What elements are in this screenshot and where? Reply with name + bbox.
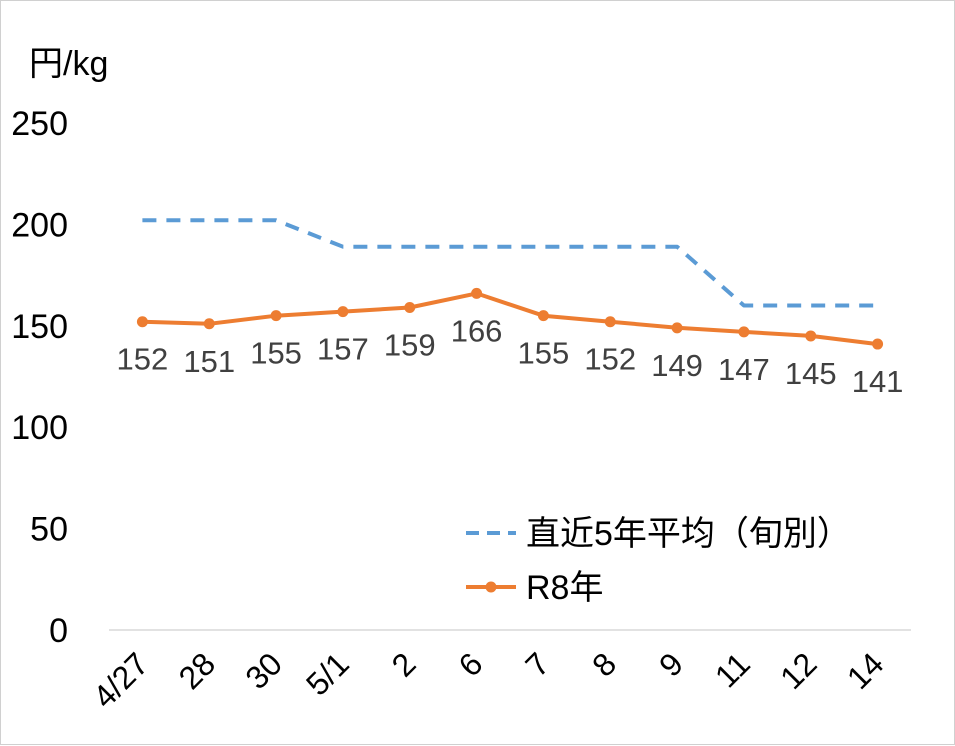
y-tick-label: 0 bbox=[49, 612, 68, 650]
legend: 直近5年平均（旬別） R8年 bbox=[466, 515, 851, 607]
data-label-r8: 159 bbox=[384, 328, 436, 363]
data-point-r8 bbox=[671, 322, 683, 334]
x-tick-label: 6 bbox=[451, 645, 489, 683]
y-tick-label: 50 bbox=[30, 511, 68, 549]
data-label-r8: 157 bbox=[317, 332, 369, 367]
x-tick-label: 30 bbox=[238, 645, 289, 696]
data-point-r8 bbox=[604, 316, 616, 328]
data-point-r8 bbox=[404, 302, 416, 314]
x-tick-label: 2 bbox=[385, 645, 423, 683]
x-axis-ticks: 4/27 28 30 5/1 2 6 7 8 9 11 12 14 bbox=[86, 645, 891, 714]
data-label-r8: 152 bbox=[584, 342, 636, 377]
data-label-r8: 141 bbox=[852, 364, 904, 399]
x-tick-label: 7 bbox=[518, 645, 556, 683]
x-tick-label: 8 bbox=[585, 645, 623, 683]
data-label-r8: 155 bbox=[518, 336, 570, 371]
data-point-r8 bbox=[738, 326, 750, 338]
x-tick-label: 12 bbox=[773, 645, 824, 696]
data-point-r8 bbox=[471, 287, 483, 299]
data-point-r8 bbox=[136, 316, 148, 328]
data-point-r8 bbox=[872, 338, 884, 350]
data-point-r8 bbox=[805, 330, 817, 342]
series-line-r8 bbox=[142, 291, 878, 347]
x-tick-label: 28 bbox=[172, 645, 223, 696]
y-tick-label: 250 bbox=[11, 105, 68, 143]
legend-label-r8: R8年 bbox=[526, 569, 603, 607]
series-line-avg5yr bbox=[142, 218, 878, 308]
x-tick-label: 14 bbox=[840, 645, 891, 696]
data-point-r8 bbox=[203, 318, 215, 330]
data-label-r8: 147 bbox=[718, 352, 770, 387]
legend-label-avg5yr: 直近5年平均（旬別） bbox=[526, 515, 851, 553]
y-tick-label: 200 bbox=[11, 206, 68, 244]
y-axis-unit-label: 円/kg bbox=[29, 45, 108, 83]
legend-marker-r8 bbox=[485, 581, 497, 593]
data-point-r8 bbox=[270, 310, 282, 322]
y-axis-ticks: 0 50 100 150 200 250 bbox=[11, 105, 68, 650]
x-tick-label: 5/1 bbox=[299, 645, 356, 702]
y-tick-label: 150 bbox=[11, 308, 68, 346]
x-tick-label: 4/27 bbox=[86, 645, 155, 714]
x-tick-label: 11 bbox=[708, 645, 757, 694]
data-label-r8: 166 bbox=[451, 313, 503, 348]
y-tick-label: 100 bbox=[11, 409, 68, 447]
x-tick-label: 9 bbox=[652, 645, 690, 683]
data-label-r8: 155 bbox=[250, 336, 302, 371]
data-label-r8: 145 bbox=[785, 356, 837, 391]
data-label-r8: 152 bbox=[117, 342, 169, 377]
data-point-r8 bbox=[537, 310, 549, 322]
data-label-r8: 149 bbox=[651, 348, 703, 383]
data-label-r8: 151 bbox=[183, 344, 235, 379]
series-layer: 152 151 155 157 159 166 155 152 149 147 145 141 bbox=[117, 218, 904, 399]
data-point-r8 bbox=[337, 306, 349, 318]
